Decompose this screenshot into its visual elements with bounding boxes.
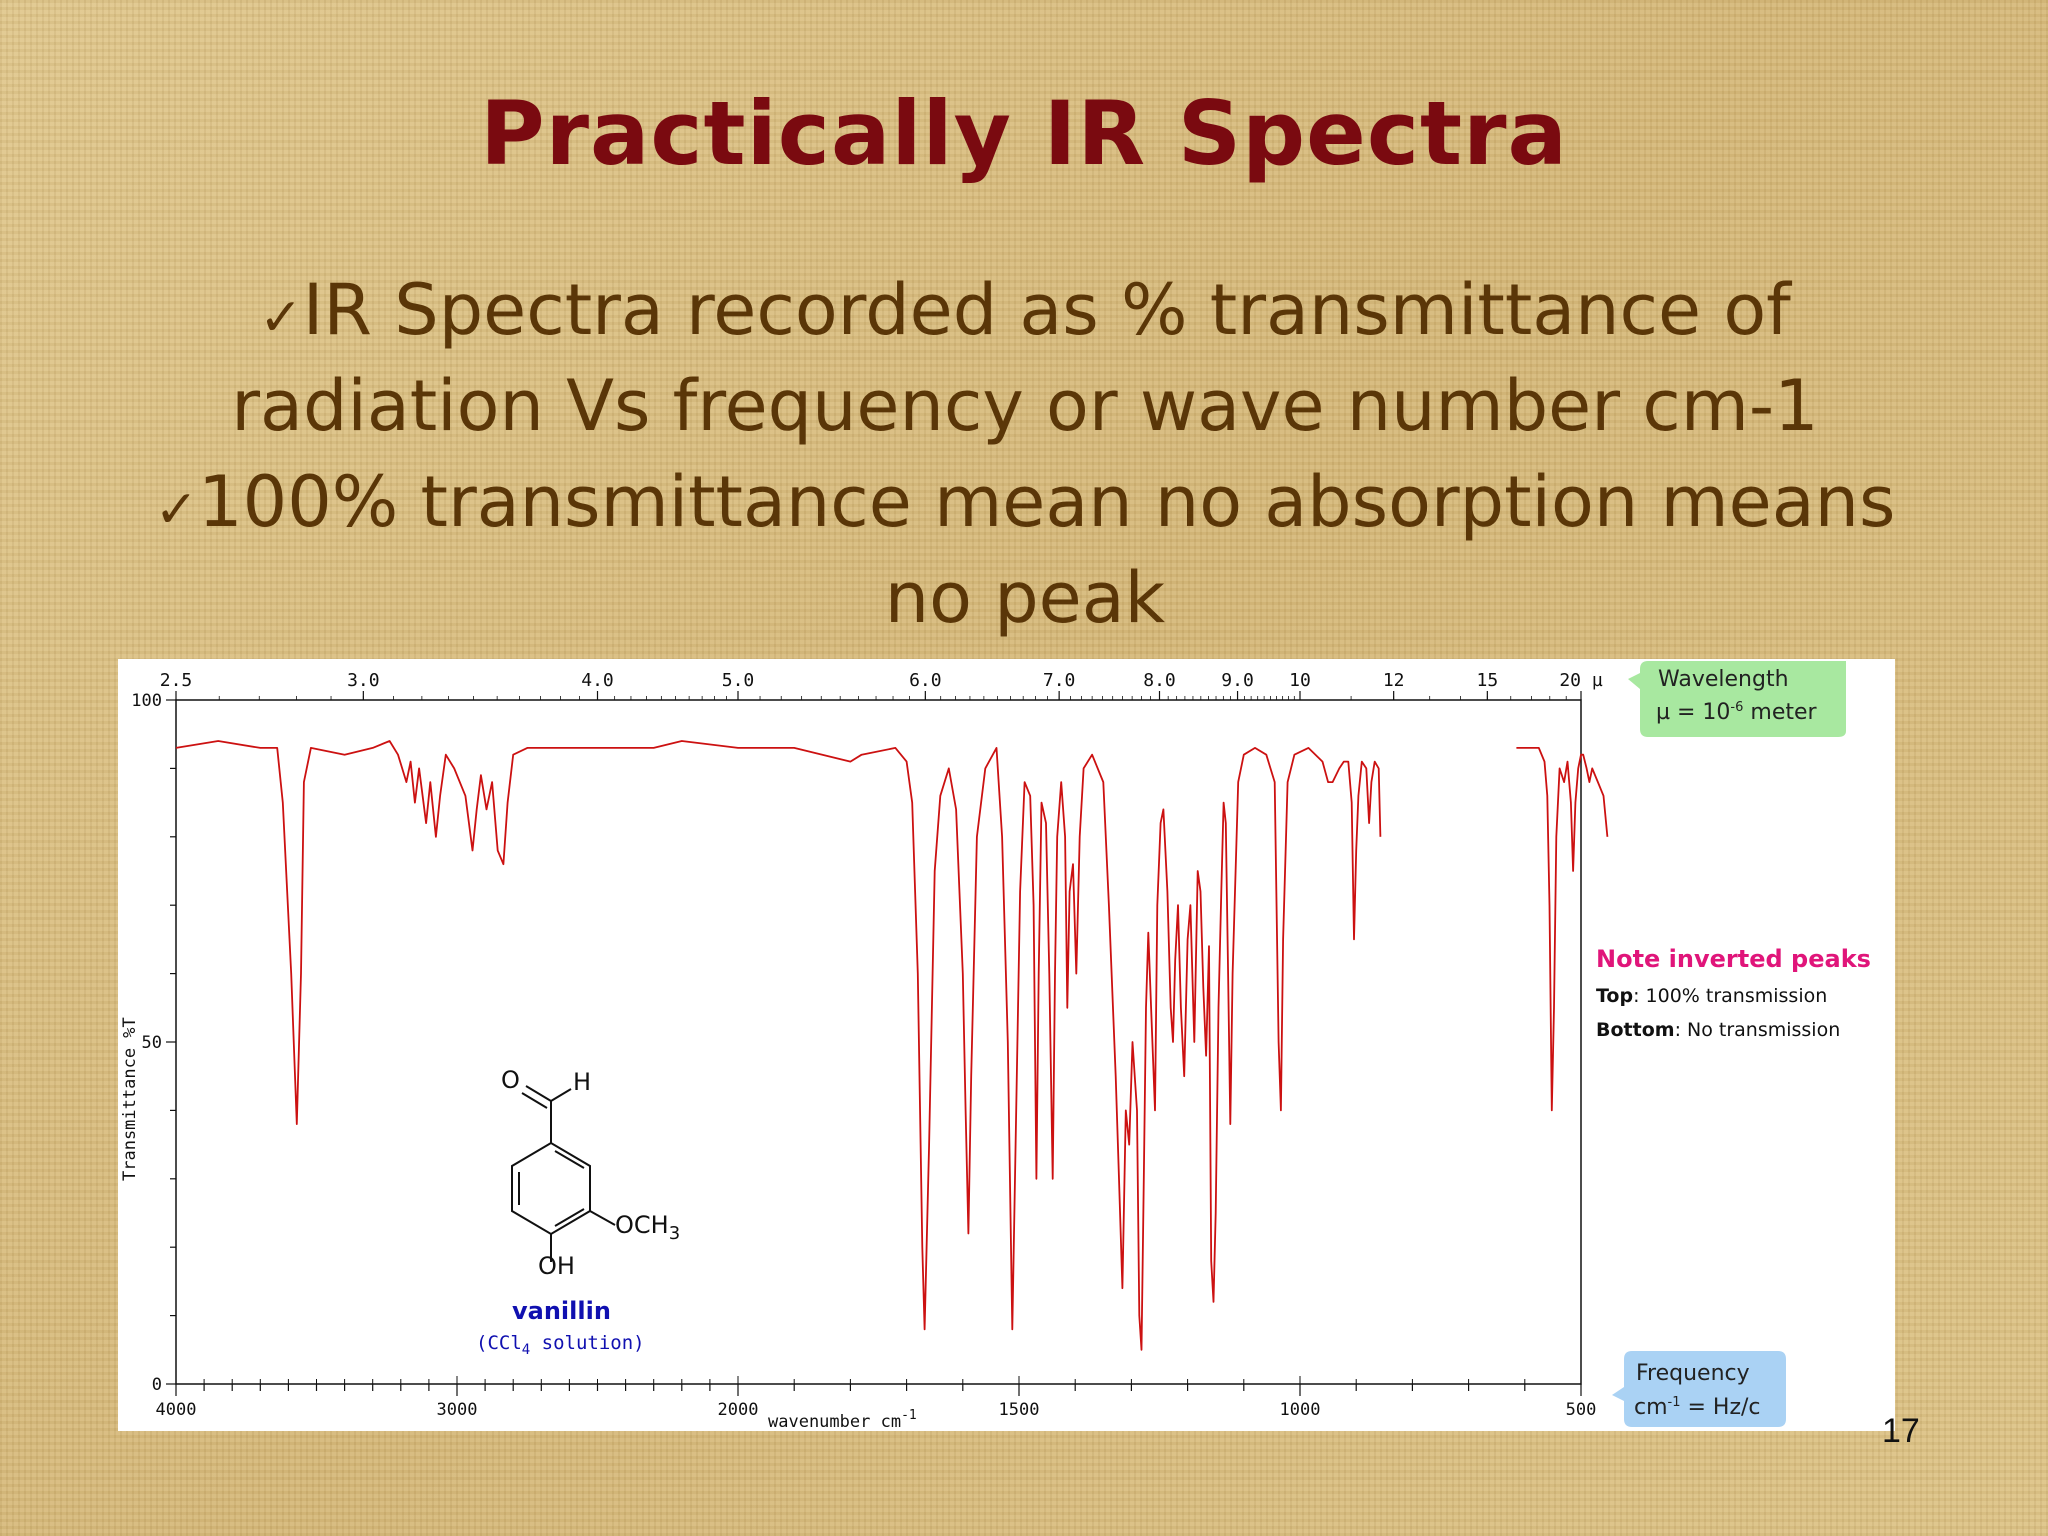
note-bottom: Bottom: No transmission bbox=[1596, 1019, 1840, 1041]
methoxy-bond bbox=[589, 1210, 616, 1226]
bullet-1-text-1: IR Spectra recorded as % transmittance o… bbox=[302, 269, 1791, 351]
spectrum-lines bbox=[175, 740, 1609, 1351]
solvent-label: (CCl4 solution) bbox=[476, 1332, 645, 1358]
x-tick-label: 3000 bbox=[437, 1400, 478, 1420]
frequency-callout: Frequency cm-1 = Hz/c bbox=[1612, 1351, 1786, 1427]
note-title: Note inverted peaks bbox=[1596, 945, 1871, 973]
vanillin-structure bbox=[511, 1085, 616, 1262]
wavelength-tick-label: 6.0 bbox=[909, 670, 942, 691]
wavelength-tick-label: 20 µ bbox=[1559, 670, 1603, 691]
y-tick-label: 0 bbox=[152, 1375, 162, 1395]
wavelength-tick-label: 9.0 bbox=[1221, 670, 1254, 691]
x-tick-label: 500 bbox=[1566, 1400, 1597, 1420]
frequency-title: Frequency bbox=[1636, 1361, 1750, 1386]
wavelength-tick-label: 2.5 bbox=[160, 670, 193, 691]
check-icon: ✓ bbox=[154, 480, 199, 540]
x-tick-label: 4000 bbox=[156, 1400, 197, 1420]
molecule-name: vanillin bbox=[512, 1297, 611, 1325]
frequency-box bbox=[1612, 1351, 1786, 1427]
ir-spectrum-chart: 4000 3000 2000 1500 1000 500 100 50 0 2.5 3.0 4.0 5.… bbox=[118, 659, 1895, 1431]
bullet-2-line-1: ✓100% transmittance mean no absorption m… bbox=[110, 454, 1940, 550]
ring-double-bond-3 bbox=[554, 1150, 585, 1169]
bullet-1-line-1: ✓IR Spectra recorded as % transmittance … bbox=[110, 262, 1940, 358]
carbonyl-bond-b bbox=[521, 1092, 548, 1109]
bullet-1-line-2: radiation Vs frequency or wave number cm… bbox=[231, 365, 1819, 447]
note-top: Top: 100% transmission bbox=[1596, 985, 1827, 1007]
hydrogen-label: H bbox=[573, 1068, 591, 1096]
wavelength-tick-label: 8.0 bbox=[1143, 670, 1176, 691]
wavelength-tick-label: 12 bbox=[1383, 670, 1405, 691]
benzene-ring bbox=[511, 1141, 591, 1236]
wavelength-tick-label: 15 bbox=[1476, 670, 1498, 691]
axis-ticks bbox=[166, 691, 1582, 1396]
slide-title: Practically IR Spectra bbox=[480, 82, 1568, 185]
oxygen-label: O bbox=[501, 1066, 520, 1094]
wavelength-tick-label: 10 bbox=[1289, 670, 1311, 691]
y-axis-label: Transmittance %T bbox=[120, 1017, 140, 1181]
wavelength-tick-label: 7.0 bbox=[1043, 670, 1076, 691]
methoxy-label: OCH3 bbox=[615, 1211, 680, 1244]
y-tick-label: 50 bbox=[142, 1033, 162, 1053]
hydroxyl-label: OH bbox=[538, 1252, 575, 1280]
ring-double-bond-2 bbox=[554, 1208, 585, 1227]
x-tick-label: 1500 bbox=[999, 1400, 1040, 1420]
bullet-2-text-1: 100% transmittance mean no absorption me… bbox=[198, 461, 1896, 543]
page-number: 17 bbox=[1882, 1412, 1920, 1450]
aldehyde-h-bond bbox=[550, 1088, 572, 1102]
wavelength-box bbox=[1628, 661, 1846, 737]
x-tick-label: 2000 bbox=[718, 1400, 759, 1420]
wavelength-unit: µ = 10-6 meter bbox=[1656, 700, 1818, 725]
wavelength-callout: Wavelength µ = 10-6 meter bbox=[1628, 661, 1846, 737]
spectrum-series-1 bbox=[175, 740, 1382, 1351]
wavelength-tick-label: 4.0 bbox=[581, 670, 614, 691]
wavelength-tick-label: 5.0 bbox=[722, 670, 755, 691]
x-tick-label: 1000 bbox=[1280, 1400, 1321, 1420]
carbonyl-bond-a bbox=[525, 1085, 552, 1102]
spectrum-series-2 bbox=[1516, 747, 1609, 1112]
y-tick-label: 100 bbox=[131, 691, 162, 711]
frequency-unit: cm-1 = Hz/c bbox=[1634, 1395, 1761, 1420]
check-icon: ✓ bbox=[259, 288, 303, 348]
x-axis-label: wavenumber cm-1 bbox=[768, 1408, 917, 1431]
inverted-peaks-note: Note inverted peaks Top: 100% transmissi… bbox=[1596, 945, 1871, 1041]
wavelength-tick-label: 3.0 bbox=[347, 670, 380, 691]
bullet-2-line-2: no peak bbox=[884, 557, 1166, 639]
bullet-list: ✓IR Spectra recorded as % transmittance … bbox=[110, 262, 1940, 646]
wavelength-title: Wavelength bbox=[1658, 667, 1789, 692]
